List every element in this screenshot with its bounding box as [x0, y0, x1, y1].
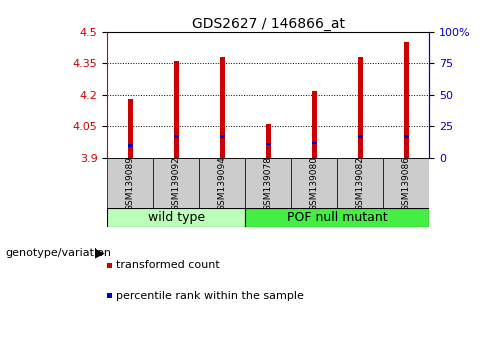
Bar	[174, 61, 179, 158]
Bar	[312, 91, 317, 158]
Bar	[200, 158, 245, 209]
Text: POF null mutant: POF null mutant	[287, 211, 388, 224]
Bar	[127, 144, 133, 147]
Bar	[291, 158, 337, 209]
Text: percentile rank within the sample: percentile rank within the sample	[117, 291, 305, 301]
Bar	[174, 135, 179, 138]
Bar	[245, 209, 429, 227]
Text: genotype/variation: genotype/variation	[5, 248, 111, 258]
Bar	[404, 135, 409, 138]
Bar	[337, 158, 384, 209]
Text: GSM139094: GSM139094	[218, 156, 227, 211]
Bar	[107, 158, 153, 209]
Text: ▶: ▶	[95, 247, 105, 259]
Text: transformed count: transformed count	[117, 261, 220, 270]
Bar	[245, 158, 291, 209]
Bar	[265, 124, 271, 158]
Bar	[312, 142, 317, 144]
Bar	[358, 57, 363, 158]
Bar	[404, 42, 409, 158]
Text: GSM139086: GSM139086	[402, 156, 411, 211]
Text: GSM139082: GSM139082	[356, 156, 365, 211]
Text: GSM139089: GSM139089	[126, 156, 135, 211]
Text: GSM139078: GSM139078	[264, 156, 273, 211]
Bar	[220, 135, 225, 138]
Text: GSM139080: GSM139080	[310, 156, 319, 211]
Text: GSM139092: GSM139092	[172, 156, 181, 211]
Bar	[384, 158, 429, 209]
Bar	[153, 158, 200, 209]
Bar	[127, 99, 133, 158]
Title: GDS2627 / 146866_at: GDS2627 / 146866_at	[192, 17, 345, 31]
Bar	[265, 143, 271, 145]
Bar	[220, 57, 225, 158]
Text: wild type: wild type	[148, 211, 205, 224]
Bar	[107, 209, 245, 227]
Bar	[358, 135, 363, 138]
